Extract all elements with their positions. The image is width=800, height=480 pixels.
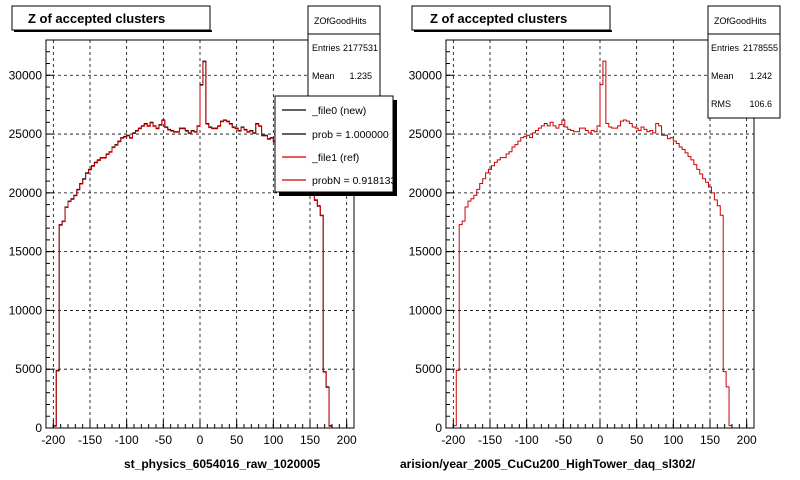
legend-label-3: probN = 0.918133 <box>312 175 397 187</box>
left-stats-entries-value: 2177531 <box>343 43 378 53</box>
x-tick-label: 150 <box>700 433 720 447</box>
left-stats-name: ZOfGoodHits <box>314 16 367 26</box>
x-tick-label: 100 <box>263 433 283 447</box>
y-tick-label: 15000 <box>409 245 443 259</box>
x-tick-label: 200 <box>337 433 357 447</box>
right-stats-rms-value: 106.6 <box>749 99 772 109</box>
left-stats-mean-label: Mean <box>312 71 335 81</box>
x-tick-label: 50 <box>230 433 244 447</box>
right-series <box>452 60 733 428</box>
x-tick-label: 50 <box>630 433 644 447</box>
x-tick-label: 0 <box>597 433 604 447</box>
left-y-axis: 0 5000 10000 15000 20000 25000 30000 <box>9 51 54 435</box>
y-tick-label: 25000 <box>409 127 443 141</box>
x-tick-label: -150 <box>478 433 502 447</box>
left-title: Z of accepted clusters <box>28 11 165 26</box>
x-tick-label: -150 <box>78 433 102 447</box>
right-stats-mean-value: 1.242 <box>749 71 772 81</box>
right-title-box: Z of accepted clusters <box>411 5 612 32</box>
y-tick-label: 15000 <box>9 245 43 259</box>
y-tick-label: 30000 <box>409 68 443 82</box>
right-stats-entries-label: Entries <box>711 43 740 53</box>
legend-label-2: _file1 (ref) <box>311 152 359 164</box>
right-title: Z of accepted clusters <box>430 11 567 26</box>
y-tick-label: 5000 <box>415 362 442 376</box>
y-tick-label: 20000 <box>409 186 443 200</box>
left-x-axis: -200 -150 -100 -50 0 50 100 150 200 <box>41 420 357 447</box>
left-grid <box>46 40 354 428</box>
x-tick-label: 100 <box>663 433 683 447</box>
legend-label-1: prob = 1.000000 <box>312 129 389 141</box>
left-caption: st_physics_6054016_raw_1020005 <box>124 457 320 471</box>
x-tick-label: -200 <box>441 433 465 447</box>
y-tick-label: 10000 <box>9 303 43 317</box>
x-tick-label: -100 <box>515 433 539 447</box>
right-stats-name: ZOfGoodHits <box>714 16 767 26</box>
x-tick-label: -200 <box>41 433 65 447</box>
right-x-axis: -200 -150 -100 -50 0 50 100 150 200 <box>441 420 757 447</box>
left-stats-entries-label: Entries <box>312 43 341 53</box>
right-caption: arision/year_2005_CuCu200_HighTower_daq_… <box>400 457 696 471</box>
x-tick-label: -50 <box>155 433 173 447</box>
y-tick-label: 30000 <box>9 68 43 82</box>
legend-label-0: _file0 (new) <box>311 105 366 117</box>
x-tick-label: -100 <box>115 433 139 447</box>
y-tick-label: 5000 <box>15 362 42 376</box>
y-tick-label: 25000 <box>9 127 43 141</box>
histogram-series-0 <box>452 60 733 428</box>
right-grid <box>446 40 754 428</box>
left-stats-box: ZOfGoodHits Entries 2177531 Mean 1.235 <box>307 5 381 107</box>
left-legend: _file0 (new) prob = 1.000000 _file1 (ref… <box>274 95 397 196</box>
left-stats-mean-value: 1.235 <box>349 71 372 81</box>
x-tick-label: 150 <box>300 433 320 447</box>
left-title-box: Z of accepted clusters <box>11 5 212 32</box>
x-tick-label: 200 <box>737 433 757 447</box>
y-tick-label: 10000 <box>409 303 443 317</box>
y-tick-label: 0 <box>35 421 42 435</box>
right-stats-rms-label: RMS <box>711 99 731 109</box>
right-y-axis: 0 5000 10000 15000 20000 25000 30000 <box>409 51 454 435</box>
x-tick-label: -50 <box>555 433 573 447</box>
right-stats-entries-value: 2178555 <box>743 43 778 53</box>
right-stats-box: ZOfGoodHits Entries 2178555 Mean 1.242 R… <box>707 5 781 119</box>
x-tick-label: 0 <box>197 433 204 447</box>
right-stats-mean-label: Mean <box>711 71 734 81</box>
y-tick-label: 20000 <box>9 186 43 200</box>
y-tick-label: 0 <box>435 421 442 435</box>
